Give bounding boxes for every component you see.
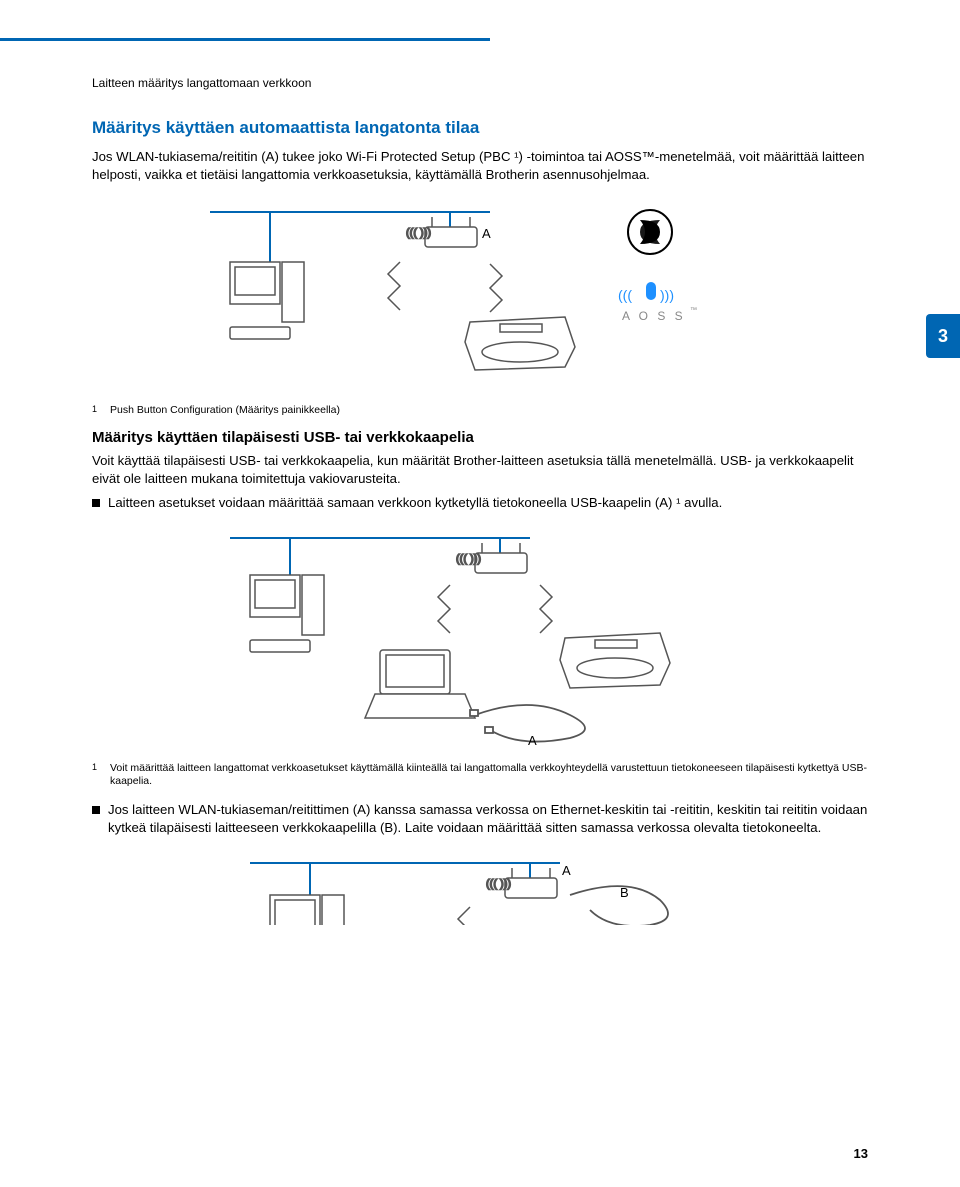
intro-paragraph: Jos WLAN-tukiasema/reititin (A) tukee jo…	[92, 148, 868, 184]
footnote-text: Voit määrittää laitteen langattomat verk…	[110, 762, 868, 789]
chapter-tab: 3	[926, 314, 960, 358]
wps-logo-icon	[628, 210, 672, 254]
svg-text:))): )))	[660, 287, 674, 303]
router-label: A	[482, 226, 491, 241]
cable-label: A	[528, 733, 537, 748]
printer-icon	[560, 633, 670, 688]
bullet-ethernet: Jos laitteen WLAN-tukiaseman/reitittimen…	[92, 801, 868, 837]
svg-text:((( ))): ((( )))	[456, 553, 481, 565]
cable-label: B	[620, 885, 629, 900]
footnote-text: Push Button Configuration (Määritys pain…	[110, 404, 340, 418]
bullet-square-icon	[92, 806, 100, 814]
page-number: 13	[854, 1146, 868, 1161]
running-head: Laitteen määritys langattomaan verkkoon	[92, 76, 868, 90]
svg-text:A O S S: A O S S	[622, 309, 686, 323]
router-icon: ((( )))	[486, 868, 557, 898]
svg-text:(((: (((	[618, 287, 632, 303]
svg-text:((( ))): ((( )))	[486, 878, 511, 890]
page-content: Laitteen määritys langattomaan verkkoon …	[0, 0, 960, 977]
bullet-square-icon	[92, 499, 100, 507]
svg-text:((( ))): ((( )))	[406, 227, 431, 239]
sub-body-text: Voit käyttää tilapäisesti USB- tai verkk…	[92, 452, 868, 488]
footnote-1: 1 Push Button Configuration (Määritys pa…	[92, 404, 868, 418]
header-rule	[0, 38, 490, 41]
bullet-text: Jos laitteen WLAN-tukiaseman/reitittimen…	[108, 801, 868, 837]
ethernet-cable-icon	[570, 886, 668, 925]
laptop-icon	[365, 650, 475, 718]
diagram-usb-cable: ((( ))) A	[92, 520, 868, 750]
bullet-text: Laitteen asetukset voidaan määrittää sam…	[108, 494, 722, 512]
footnote-2: 1 Voit määrittää laitteen langattomat ve…	[92, 762, 868, 789]
desktop-pc-icon	[250, 575, 324, 652]
footnote-num: 1	[92, 762, 110, 789]
diagram-ethernet-cable: ((( ))) A B	[92, 845, 868, 925]
svg-text:™: ™	[690, 307, 697, 314]
printer-icon	[465, 317, 575, 370]
footnote-num: 1	[92, 404, 110, 418]
router-label: A	[562, 863, 571, 878]
aoss-logo-icon: ((( ))) A O S S ™	[618, 282, 697, 323]
router-icon: ((( )))	[406, 217, 477, 247]
bullet-usb: Laitteen asetukset voidaan määrittää sam…	[92, 494, 868, 512]
desktop-pc-icon	[230, 262, 304, 339]
section-title: Määritys käyttäen automaattista langaton…	[92, 118, 868, 138]
desktop-pc-icon	[270, 895, 344, 925]
router-icon: ((( )))	[456, 543, 527, 573]
diagram-auto-wireless: ((( ))) A ((( )))	[92, 192, 868, 392]
sub-section-title: Määritys käyttäen tilapäisesti USB- tai …	[92, 429, 868, 446]
